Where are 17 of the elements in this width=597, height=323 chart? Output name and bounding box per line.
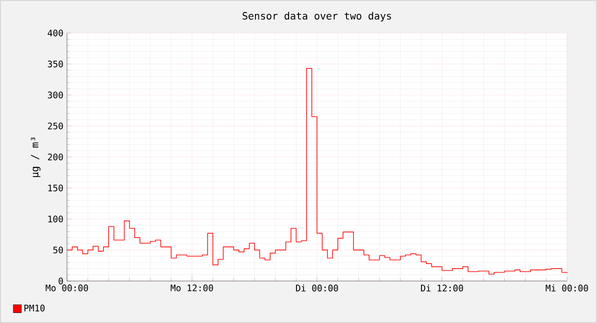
y-tick-label: 200 <box>48 154 63 160</box>
legend-label: PM10 <box>24 304 45 312</box>
y-tick-label: 400 <box>48 30 63 36</box>
y-tick-label: 150 <box>48 184 63 192</box>
x-tick-label: Mo 12:00 <box>170 284 214 292</box>
y-tick-label: 50 <box>53 246 63 254</box>
y-axis-title: µg / m³ <box>30 138 40 178</box>
x-tick-label: Di 12:00 <box>421 284 464 292</box>
x-tick-label: Di 00:00 <box>296 284 338 292</box>
x-tick-label: Mi 00:00 <box>546 284 588 292</box>
y-tick-label: 300 <box>48 92 63 98</box>
y-tick-label: 0 <box>58 278 63 284</box>
chart-title: Sensor data over two days <box>242 12 391 22</box>
y-tick-label: 100 <box>48 216 63 222</box>
x-tick-label: Mo 00:00 <box>46 284 88 292</box>
y-tick-label: 350 <box>48 60 63 68</box>
y-tick-label: 250 <box>48 122 63 130</box>
